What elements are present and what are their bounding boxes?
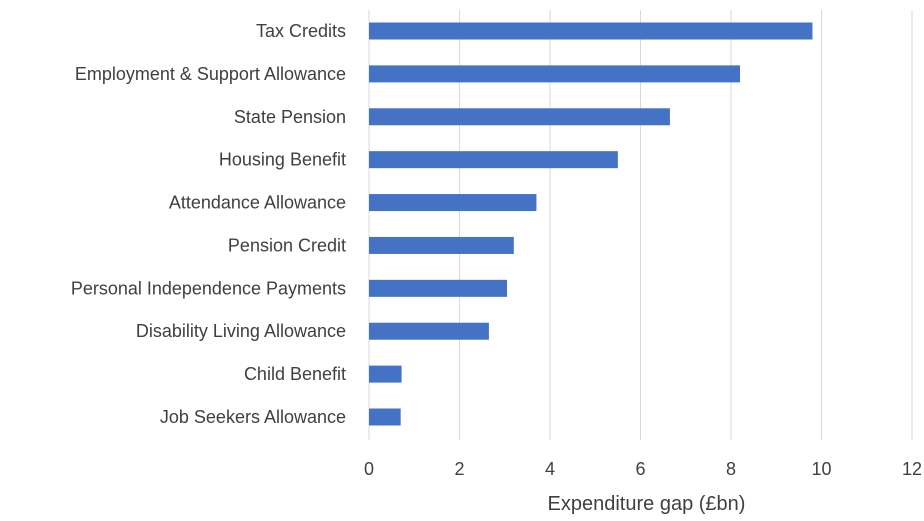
category-labels: Tax Credits Employment & Support Allowanc… (71, 21, 346, 427)
category-label: Housing Benefit (219, 150, 346, 170)
bar (369, 279, 508, 297)
bar (369, 151, 618, 169)
bar (369, 408, 401, 426)
category-label: Personal Independence Payments (71, 278, 346, 298)
x-tick-label: 8 (726, 459, 736, 479)
category-label: Job Seekers Allowance (160, 407, 346, 427)
category-label: Employment & Support Allowance (75, 64, 346, 84)
bar (369, 194, 537, 212)
bars (369, 22, 813, 426)
category-label: Disability Living Allowance (136, 321, 346, 341)
bar (369, 365, 402, 383)
category-label: Child Benefit (244, 364, 346, 384)
category-label: Attendance Allowance (169, 193, 346, 213)
x-tick-label: 12 (902, 459, 922, 479)
x-tick-label: 0 (364, 459, 374, 479)
x-axis-title: Expenditure gap (£bn) (548, 493, 746, 515)
x-tick-label: 6 (635, 459, 645, 479)
bar (369, 22, 813, 40)
bar (369, 236, 514, 254)
x-tick-label: 4 (545, 459, 555, 479)
x-tick-label: 2 (454, 459, 464, 479)
bar (369, 108, 670, 126)
x-tick-label: 10 (811, 459, 831, 479)
bar (369, 322, 489, 340)
category-label: Pension Credit (228, 235, 346, 255)
category-label: Tax Credits (256, 21, 346, 41)
category-label: State Pension (234, 107, 346, 127)
bar (369, 65, 741, 83)
x-tick-labels: 0 2 4 6 8 10 12 (364, 459, 922, 479)
